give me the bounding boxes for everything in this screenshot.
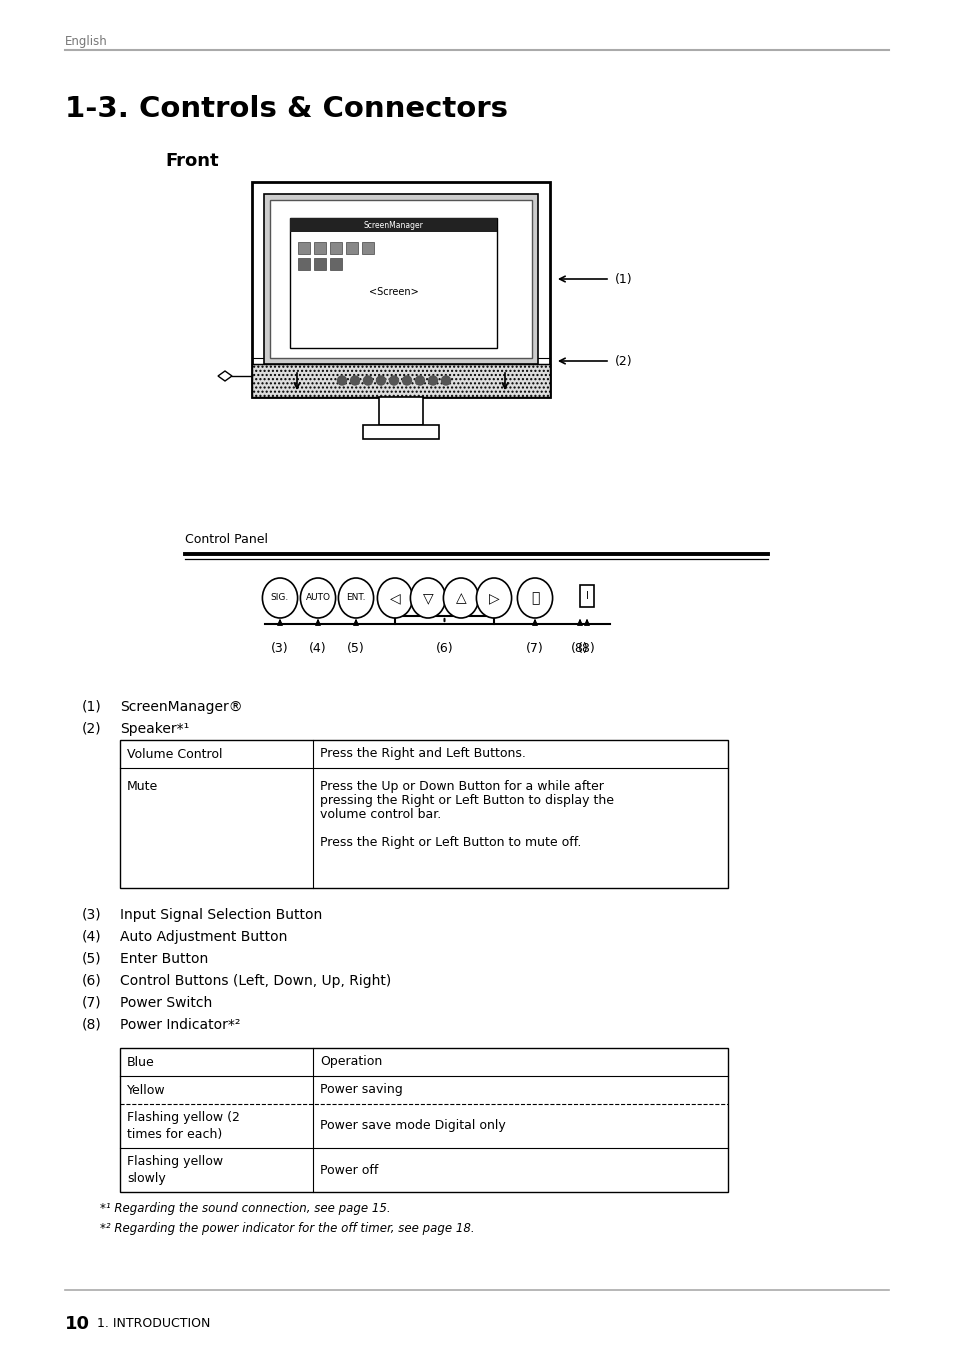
Text: Power saving: Power saving [319,1084,402,1096]
Ellipse shape [476,578,511,617]
Bar [270,200,532,359]
Text: (8): (8) [82,1018,102,1033]
Text: Yellow: Yellow [127,1084,166,1096]
Text: *² Regarding the power indicator for the off timer, see page 18.: *² Regarding the power indicator for the… [100,1223,475,1235]
Text: (3): (3) [82,909,102,922]
Text: Auto Adjustment Button: Auto Adjustment Button [120,930,287,944]
Text: (6): (6) [82,975,102,988]
Circle shape [337,376,346,386]
Text: Power save mode Digital only: Power save mode Digital only [319,1119,505,1132]
Bar [120,1047,727,1192]
Text: (6): (6) [436,642,453,655]
Text: Blue: Blue [127,1055,154,1069]
Text: Flashing yellow
slowly: Flashing yellow slowly [127,1155,223,1185]
Text: Power off: Power off [319,1163,378,1177]
Bar [120,740,727,888]
Text: I: I [585,590,588,601]
Circle shape [363,376,372,386]
Ellipse shape [377,578,412,617]
Text: Flashing yellow (2
times for each): Flashing yellow (2 times for each) [127,1111,239,1140]
Ellipse shape [443,578,478,617]
Bar [290,218,497,348]
Text: (4): (4) [82,930,102,944]
Text: Speaker*¹: Speaker*¹ [120,723,189,736]
Text: ▽: ▽ [422,590,433,605]
Text: ⏻: ⏻ [530,590,538,605]
Bar [378,398,422,425]
Text: (8): (8) [578,642,596,655]
Text: Front: Front [165,152,218,170]
Bar [330,257,341,270]
Text: 1-3. Controls & Connectors: 1-3. Controls & Connectors [65,94,507,123]
Ellipse shape [262,578,297,617]
Bar [290,218,497,232]
Bar [264,194,537,364]
Text: Volume Control: Volume Control [127,748,222,760]
Text: (7): (7) [525,642,543,655]
Text: <Screen>: <Screen> [368,287,418,297]
Text: (1): (1) [615,272,632,286]
Text: ScreenManager®: ScreenManager® [120,700,242,714]
Text: ▷: ▷ [488,590,498,605]
Circle shape [402,376,411,386]
Text: Enter Button: Enter Button [120,952,208,967]
Text: (8): (8) [571,642,588,655]
Circle shape [428,376,437,386]
Text: (7): (7) [82,996,102,1010]
Text: pressing the Right or Left Button to display the: pressing the Right or Left Button to dis… [319,794,614,807]
Text: *¹ Regarding the sound connection, see page 15.: *¹ Regarding the sound connection, see p… [100,1202,390,1215]
Text: SIG.: SIG. [271,593,289,603]
Bar [314,243,326,253]
Text: (5): (5) [347,642,364,655]
Bar [252,364,550,398]
Bar [297,243,310,253]
Circle shape [416,376,424,386]
Bar [363,425,438,439]
Bar [361,243,374,253]
Text: ◁: ◁ [389,590,400,605]
Text: ScreenManager: ScreenManager [363,221,423,229]
Text: (5): (5) [82,952,102,967]
Bar [579,585,594,607]
Bar [297,257,310,270]
Text: Power Indicator*²: Power Indicator*² [120,1018,240,1033]
Circle shape [376,376,385,386]
Text: ENT.: ENT. [346,593,365,603]
Bar [252,182,550,398]
Text: English: English [65,35,108,49]
Text: AUTO: AUTO [305,593,330,603]
Bar [314,257,326,270]
Text: (3): (3) [271,642,289,655]
Circle shape [389,376,398,386]
Text: (1): (1) [82,700,102,714]
Ellipse shape [300,578,335,617]
Text: Press the Right or Left Button to mute off.: Press the Right or Left Button to mute o… [319,836,580,849]
Text: volume control bar.: volume control bar. [319,807,441,821]
Bar [346,243,357,253]
Text: Control Panel: Control Panel [185,532,268,546]
Text: Press the Right and Left Buttons.: Press the Right and Left Buttons. [319,748,525,760]
Text: △: △ [456,590,466,605]
Text: (2): (2) [82,723,102,736]
Text: (2): (2) [615,355,632,368]
Text: 10: 10 [65,1316,90,1333]
Circle shape [441,376,450,386]
Ellipse shape [338,578,374,617]
Text: Power Switch: Power Switch [120,996,212,1010]
Text: Control Buttons (Left, Down, Up, Right): Control Buttons (Left, Down, Up, Right) [120,975,391,988]
Text: Input Signal Selection Button: Input Signal Selection Button [120,909,322,922]
Text: Mute: Mute [127,780,158,793]
Ellipse shape [517,578,552,617]
Polygon shape [218,371,232,381]
Circle shape [350,376,359,386]
Bar [330,243,341,253]
Text: Press the Up or Down Button for a while after: Press the Up or Down Button for a while … [319,780,603,793]
Ellipse shape [410,578,445,617]
Text: (4): (4) [309,642,327,655]
Text: 1. INTRODUCTION: 1. INTRODUCTION [97,1317,211,1330]
Text: Operation: Operation [319,1055,382,1069]
